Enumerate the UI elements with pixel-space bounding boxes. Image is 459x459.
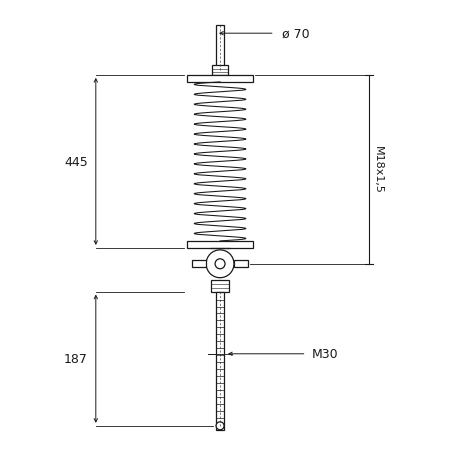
- Bar: [187, 76, 252, 83]
- Bar: [192, 261, 206, 268]
- Text: 187: 187: [64, 353, 88, 365]
- Circle shape: [215, 259, 224, 269]
- Text: M30: M30: [311, 347, 337, 360]
- Text: M18x1,5: M18x1,5: [372, 146, 382, 194]
- Text: ø 70: ø 70: [281, 28, 308, 40]
- Bar: [216, 26, 224, 71]
- Text: 445: 445: [64, 156, 88, 168]
- Circle shape: [216, 422, 224, 430]
- Bar: [216, 292, 224, 430]
- Bar: [234, 261, 247, 268]
- Bar: [187, 241, 252, 248]
- Bar: [212, 66, 228, 76]
- Bar: [211, 280, 229, 292]
- Circle shape: [206, 250, 234, 278]
